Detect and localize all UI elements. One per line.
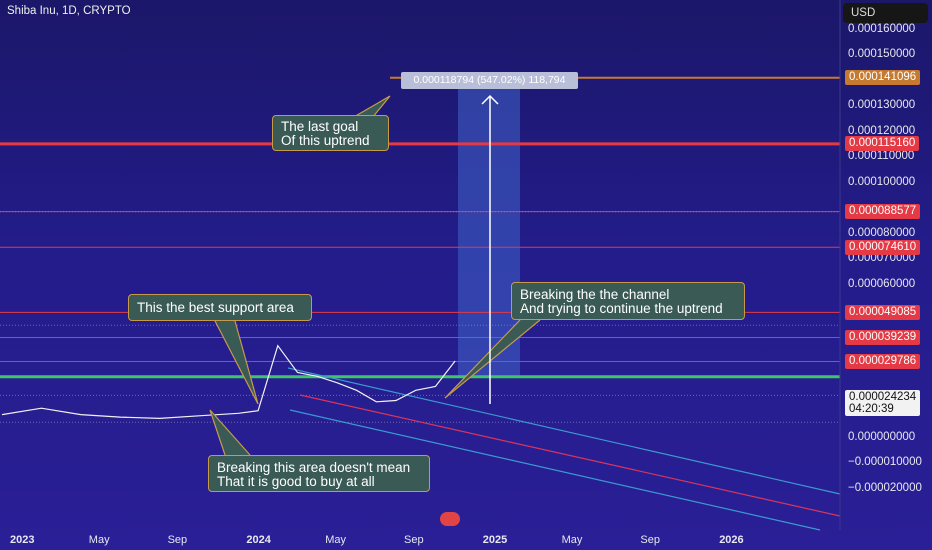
price-tick-label: 0.000120000: [848, 124, 916, 137]
price-level-pill: 0.000029786: [845, 354, 921, 370]
pointer-last-goal: [351, 95, 391, 119]
time-tick-label: 2025: [482, 534, 508, 546]
measure-label: 0.000118794 (547.02%) 118,794: [401, 72, 578, 89]
price-tick-label: −0.000010000: [848, 456, 922, 468]
time-tick-label: Sep: [167, 534, 188, 546]
price-level-pill: 0.000049085: [845, 304, 921, 320]
price-level-pill: 0.000115160: [845, 136, 920, 152]
price-tick-label: 0.000100000: [848, 175, 916, 188]
current-price-pill: 0.000024234 04:20:39: [845, 390, 921, 416]
price-tick-label: 0.000060000: [848, 277, 916, 290]
time-tick-label: 2026: [719, 534, 744, 546]
channel-lower: [289, 409, 821, 531]
time-tick-label: Sep: [640, 534, 660, 546]
price-tick-label: −0.000020000: [848, 481, 922, 494]
time-tick-label: 2024: [246, 534, 271, 546]
price-tick-label: 0.000160000: [848, 22, 916, 35]
countdown-timer: 04:20:39: [849, 403, 894, 415]
callout-last-goal: The last goal Of this uptrend: [272, 115, 389, 151]
price-level-pill: 0.000039239: [845, 329, 921, 345]
projection-box: [458, 77, 520, 376]
pointer-support: [214, 320, 259, 405]
pointer-breaking-area: [209, 409, 251, 456]
symbol-title: Shiba Inu, 1D, CRYPTO: [7, 5, 131, 17]
price-tick-label: 0.000150000: [848, 48, 916, 60]
currency-selector[interactable]: USD: [843, 3, 928, 23]
price-tick-label: 0.000130000: [848, 99, 916, 111]
channel-mid: [299, 394, 841, 517]
time-tick-label: Sep: [404, 534, 424, 546]
channel-upper: [287, 367, 841, 495]
time-tick-label: May: [561, 534, 583, 546]
price-tick-label: 0.000070000: [848, 252, 916, 264]
price-tick-label: 0.000110000: [848, 150, 915, 162]
price-tick-label: 0.000000000: [848, 430, 916, 443]
price-series-line: [1, 344, 456, 420]
price-tick-label: 0.000080000: [848, 226, 916, 239]
price-level-pill: 0.000074610: [845, 239, 921, 255]
current-price-value: 0.000024234: [849, 391, 917, 403]
time-tick-label: May: [325, 534, 346, 546]
logo-icon: [440, 512, 460, 526]
callout-breaking-area: Breaking this area doesn't mean That it …: [208, 455, 430, 492]
callout-support: This the best support area: [128, 294, 312, 321]
price-level-pill: 0.000088577: [845, 204, 921, 220]
callout-breaking-channel: Breaking the the channel And trying to c…: [511, 282, 745, 320]
pointer-breaking-channel: [444, 319, 541, 399]
time-tick-label: May: [88, 534, 110, 546]
target-arrow-head: [481, 94, 499, 105]
price-level-pill: 0.000141096: [845, 70, 921, 86]
time-tick-label: 2023: [10, 534, 35, 546]
